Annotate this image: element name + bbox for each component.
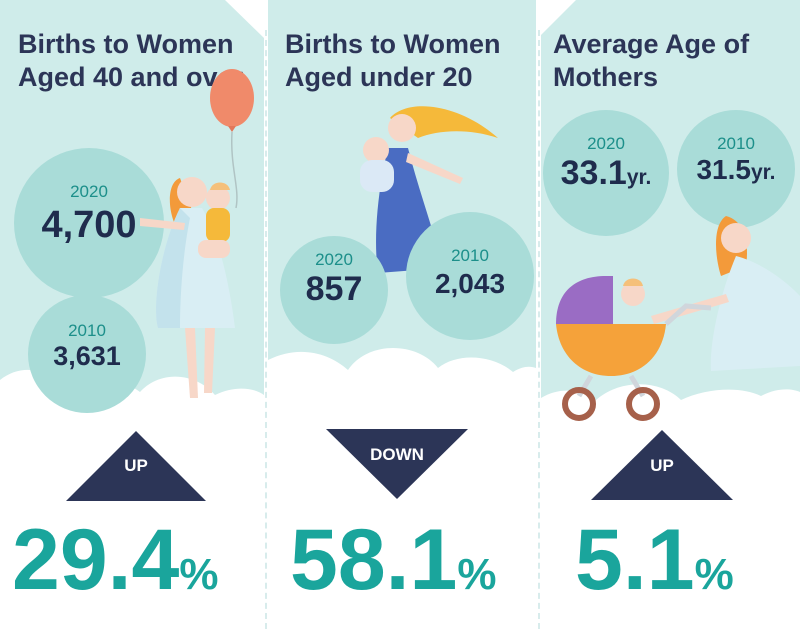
bubble-value: 33.1yr. [560,154,652,192]
panel-births-under-20: Births to Women Aged under 20 2020 857 2… [268,0,536,629]
bubble-2020: 2020 857 [280,236,388,344]
down-arrow-triangle [326,429,468,499]
bubble-value: 3,631 [53,341,121,371]
panel-births-40-and-over: Births to Women Aged 40 and over 2020 4,… [0,0,264,629]
bubble-year: 2010 [717,134,755,153]
percent-value: 5.1 [575,512,695,608]
direction-label: UP [650,456,674,475]
panel-title: Births to Women Aged 40 and over [18,29,244,92]
woman-pushing-stroller-icon [556,216,800,421]
bubble-year: 2010 [451,246,489,265]
percent-value: 58.1 [290,512,458,608]
bubble-2010: 2010 3,631 [28,295,146,413]
bubble-value: 2,043 [434,268,506,299]
panel-title: Births to Women Aged under 20 [285,29,501,92]
woman-with-balloon-and-child-icon [140,69,254,398]
direction-label: UP [124,456,148,475]
bubble-value: 31.5yr. [696,154,776,185]
bubble-year: 2010 [68,321,106,340]
percent-value: 29.4 [12,512,180,608]
panel-title: Average Age of Mothers [553,29,750,92]
direction-label: DOWN [370,445,424,464]
bubble-2010: 2010 2,043 [406,212,534,340]
percent-symbol: % [457,550,497,599]
percent-change: 5.1% [575,510,734,625]
bubble-year: 2020 [70,182,108,201]
panel-divider [538,30,540,629]
bubble-year: 2020 [315,250,353,269]
percent-change: 29.4% [12,510,219,625]
panel-average-age: Average Age of Mothers 2020 33.1yr. 2010… [541,0,800,629]
unit-label: yr. [750,161,776,184]
bubble-2020: 2020 33.1yr. [543,110,669,236]
up-arrow-triangle [591,430,733,500]
percent-change: 58.1% [290,510,497,625]
up-arrow-triangle [66,431,206,501]
unit-label: yr. [626,166,652,189]
panel-divider [265,30,267,629]
bubble-2020: 2020 4,700 [14,148,164,298]
percent-symbol: % [694,550,734,599]
bubble-value: 4,700 [41,204,137,246]
bubble-year: 2020 [587,134,625,153]
percent-symbol: % [179,550,219,599]
bubble-value: 857 [305,270,363,308]
bubble-2010: 2010 31.5yr. [677,110,795,228]
